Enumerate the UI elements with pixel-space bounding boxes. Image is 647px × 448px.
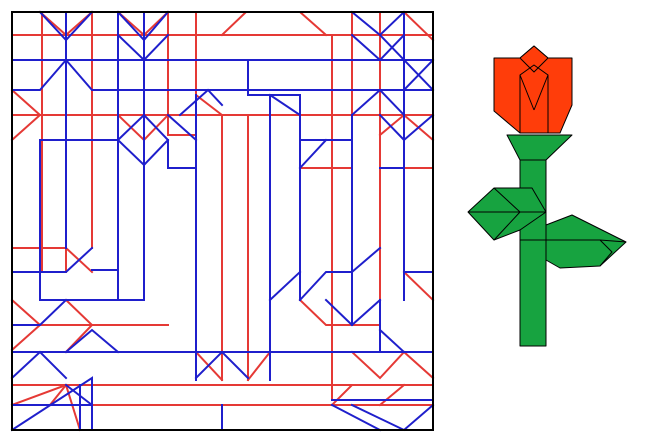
petal-bud-top [519,45,549,73]
petal-fold-line-2 [519,74,535,111]
folded-rose [467,45,627,347]
left-leaf [467,187,547,241]
petal-fold-line-3 [533,74,549,111]
valley-folds [10,10,435,432]
right-leaf [545,214,627,269]
petal-fold-line [519,64,549,133]
paper-border [11,11,434,431]
blossom [493,45,573,134]
